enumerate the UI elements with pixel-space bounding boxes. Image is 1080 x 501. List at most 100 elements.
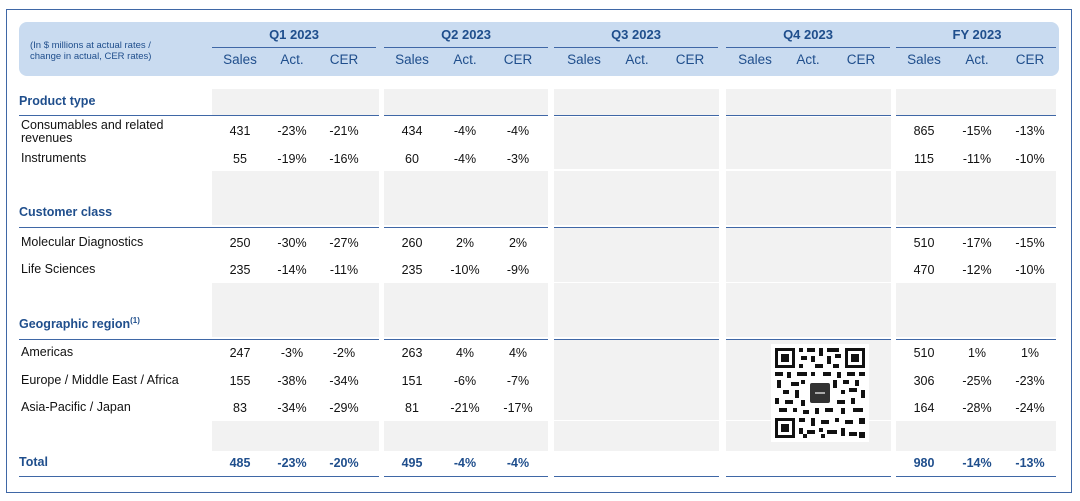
table-header-band (19, 22, 1059, 76)
total-fy-sales: 980 (913, 456, 935, 470)
cell-fy-cer: -10% (1015, 263, 1045, 277)
cell-fy-act: -28% (962, 401, 992, 415)
cell-fy-sales: 470 (913, 263, 935, 277)
cell-q1-cer: -21% (329, 124, 359, 138)
section-title-product-type: Product type (19, 94, 96, 108)
period-q1: Q1 2023 (269, 27, 319, 42)
cell-fy-sales: 115 (914, 152, 934, 166)
col-act: Act. (796, 52, 820, 67)
col-cer: CER (1015, 52, 1045, 67)
total-q1-sales: 485 (229, 456, 251, 470)
col-sales: Sales (223, 52, 257, 67)
cell-q1-cer: -16% (329, 152, 359, 166)
total-q1-cer: -20% (329, 456, 359, 470)
cell-q1-cer: -11% (329, 263, 359, 277)
cell-q1-act: -30% (277, 236, 307, 250)
cell-fy-sales: 164 (913, 401, 935, 415)
cell-fy-cer: -23% (1015, 374, 1045, 388)
period-divider (212, 47, 376, 48)
row-label: Instruments (21, 151, 87, 165)
period-q3: Q3 2023 (611, 27, 661, 42)
cell-q1-cer: -27% (329, 236, 359, 250)
cell-q2-cer: -7% (506, 374, 530, 388)
row-label: Europe / Middle East / Africa (21, 373, 179, 387)
col-cer: CER (503, 52, 533, 67)
cell-q1-sales: 250 (229, 236, 251, 250)
period-divider (554, 47, 718, 48)
cell-q2-sales: 434 (401, 124, 423, 138)
col-cer: CER (675, 52, 705, 67)
cell-q2-cer: -3% (506, 152, 530, 166)
cell-q1-sales: 431 (229, 124, 251, 138)
col-act: Act. (965, 52, 989, 67)
period-divider (384, 47, 548, 48)
col-sales: Sales (395, 52, 429, 67)
cell-q2-act: -21% (450, 401, 480, 415)
cell-q2-sales: 81 (405, 401, 419, 415)
cell-fy-sales: 306 (913, 374, 935, 388)
cell-q1-act: -34% (277, 401, 307, 415)
cell-q2-act: 2% (455, 236, 475, 250)
cell-q2-act: -4% (453, 124, 477, 138)
total-fy-cer: -13% (1015, 456, 1045, 470)
cell-q2-cer: -4% (506, 124, 530, 138)
cell-q1-cer: -29% (329, 401, 359, 415)
cell-fy-act: -25% (962, 374, 992, 388)
cell-q2-sales: 263 (401, 346, 423, 360)
cell-q2-cer: 4% (508, 346, 528, 360)
cell-fy-sales: 510 (913, 236, 935, 250)
cell-q1-act: -3% (280, 346, 304, 360)
cell-q2-cer: -9% (506, 263, 530, 277)
col-cer: CER (846, 52, 876, 67)
cell-q1-cer: -34% (329, 374, 359, 388)
cell-fy-act: -12% (962, 263, 992, 277)
cell-q1-cer: -2% (332, 346, 356, 360)
period-fy: FY 2023 (952, 27, 1002, 42)
qr-code-icon (771, 344, 869, 442)
cell-q2-act: 4% (455, 346, 475, 360)
cell-fy-cer: -24% (1015, 401, 1045, 415)
col-sales: Sales (738, 52, 772, 67)
section-title-geographic-region: Geographic region(1) (19, 316, 140, 332)
cell-q1-sales: 247 (229, 346, 251, 360)
cell-q2-sales: 60 (405, 152, 419, 166)
row-label: Asia-Pacific / Japan (21, 400, 131, 414)
cell-q1-sales: 155 (229, 374, 251, 388)
total-q1-act: -23% (277, 456, 307, 470)
period-q2: Q2 2023 (441, 27, 491, 42)
total-fy-act: -14% (962, 456, 992, 470)
cell-fy-cer: -15% (1015, 236, 1045, 250)
cell-fy-cer: -10% (1015, 152, 1045, 166)
cell-q1-act: -38% (277, 374, 307, 388)
cell-fy-sales: 865 (913, 124, 935, 138)
cell-q1-sales: 83 (233, 401, 247, 415)
cell-q2-act: -10% (450, 263, 480, 277)
cell-q2-sales: 235 (401, 263, 423, 277)
period-divider (726, 47, 890, 48)
cell-fy-sales: 510 (913, 346, 935, 360)
period-q4: Q4 2023 (783, 27, 833, 42)
cell-q2-sales: 260 (401, 236, 423, 250)
cell-q2-sales: 151 (401, 374, 423, 388)
cell-fy-act: 1% (967, 346, 987, 360)
cell-q1-sales: 235 (229, 263, 251, 277)
col-act: Act. (280, 52, 304, 67)
row-label: Life Sciences (21, 262, 96, 276)
cell-fy-cer: 1% (1020, 346, 1040, 360)
units-note: (In $ millions at actual rates / change … (30, 40, 152, 62)
total-q2-sales: 495 (401, 456, 423, 470)
period-divider (896, 47, 1056, 48)
cell-fy-cer: -13% (1015, 124, 1045, 138)
row-label: Consumables and related revenues (21, 118, 164, 145)
cell-fy-act: -11% (962, 152, 992, 166)
cell-q1-act: -23% (277, 124, 307, 138)
cell-fy-act: -17% (962, 236, 992, 250)
total-q2-act: -4% (453, 456, 477, 470)
cell-q1-sales: 55 (233, 152, 247, 166)
row-label: Molecular Diagnostics (21, 235, 144, 249)
total-label: Total (19, 455, 48, 469)
col-act: Act. (453, 52, 477, 67)
cell-q1-act: -19% (277, 152, 307, 166)
col-cer: CER (329, 52, 359, 67)
col-sales: Sales (567, 52, 601, 67)
